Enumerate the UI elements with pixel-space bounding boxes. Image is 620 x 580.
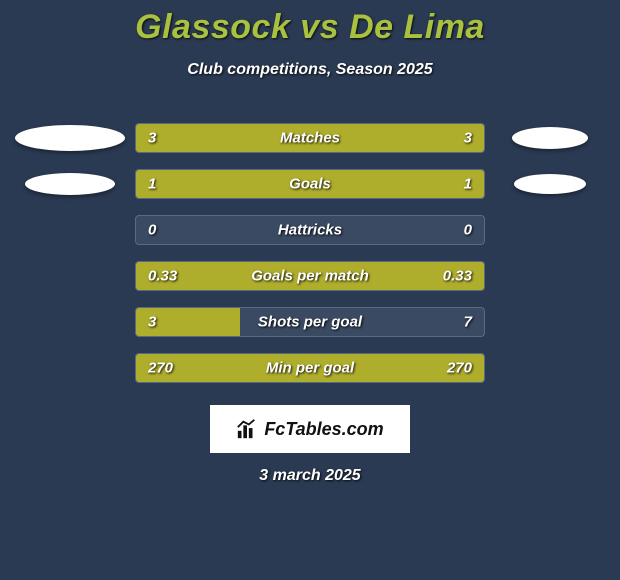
stat-row: Goals per match 0.33 0.33 bbox=[0, 253, 620, 299]
stat-bar-track: Goals 1 1 bbox=[135, 169, 485, 199]
stat-value-right: 270 bbox=[447, 360, 472, 377]
page-title: Glassock vs De Lima bbox=[0, 8, 620, 47]
stat-label: Shots per goal bbox=[258, 314, 362, 331]
comparison-infographic: Glassock vs De Lima Club competitions, S… bbox=[0, 0, 620, 485]
stat-label: Min per goal bbox=[266, 360, 354, 377]
footer-date: 3 march 2025 bbox=[0, 467, 620, 485]
stat-value-right: 3 bbox=[464, 130, 472, 147]
stat-bar-track: Min per goal 270 270 bbox=[135, 353, 485, 383]
stat-label: Hattricks bbox=[278, 222, 342, 239]
stat-value-left: 3 bbox=[148, 314, 156, 331]
player-ellipse-right bbox=[514, 174, 586, 194]
stat-label: Goals bbox=[289, 176, 331, 193]
stat-value-right: 1 bbox=[464, 176, 472, 193]
left-side-slot bbox=[5, 125, 135, 151]
stat-row: Hattricks 0 0 bbox=[0, 207, 620, 253]
stat-bar-track: Hattricks 0 0 bbox=[135, 215, 485, 245]
stat-label: Goals per match bbox=[251, 268, 369, 285]
stat-label: Matches bbox=[280, 130, 340, 147]
stat-bar-left bbox=[136, 170, 310, 198]
stat-bar-track: Shots per goal 3 7 bbox=[135, 307, 485, 337]
branding-text: FcTables.com bbox=[264, 419, 383, 440]
page-subtitle: Club competitions, Season 2025 bbox=[0, 61, 620, 79]
right-side-slot bbox=[485, 127, 615, 149]
stat-row: Matches 3 3 bbox=[0, 115, 620, 161]
stats-container: Matches 3 3 Goals 1 1 Hattricks 0 0 Goals per mat… bbox=[0, 115, 620, 391]
stat-bar-track: Matches 3 3 bbox=[135, 123, 485, 153]
player-ellipse-left bbox=[15, 125, 125, 151]
stat-bar-track: Goals per match 0.33 0.33 bbox=[135, 261, 485, 291]
stat-bar-right bbox=[310, 170, 484, 198]
left-side-slot bbox=[5, 173, 135, 195]
stat-value-left: 270 bbox=[148, 360, 173, 377]
stat-value-left: 3 bbox=[148, 130, 156, 147]
stat-row: Min per goal 270 270 bbox=[0, 345, 620, 391]
branding-badge: FcTables.com bbox=[210, 405, 410, 453]
stat-value-right: 0.33 bbox=[443, 268, 472, 285]
stat-row: Shots per goal 3 7 bbox=[0, 299, 620, 345]
stat-value-left: 0 bbox=[148, 222, 156, 239]
stat-value-right: 7 bbox=[464, 314, 472, 331]
player-ellipse-right bbox=[512, 127, 588, 149]
player-ellipse-left bbox=[25, 173, 115, 195]
stat-row: Goals 1 1 bbox=[0, 161, 620, 207]
stat-value-left: 0.33 bbox=[148, 268, 177, 285]
stat-value-left: 1 bbox=[148, 176, 156, 193]
chart-icon bbox=[236, 418, 258, 440]
right-side-slot bbox=[485, 174, 615, 194]
stat-value-right: 0 bbox=[464, 222, 472, 239]
